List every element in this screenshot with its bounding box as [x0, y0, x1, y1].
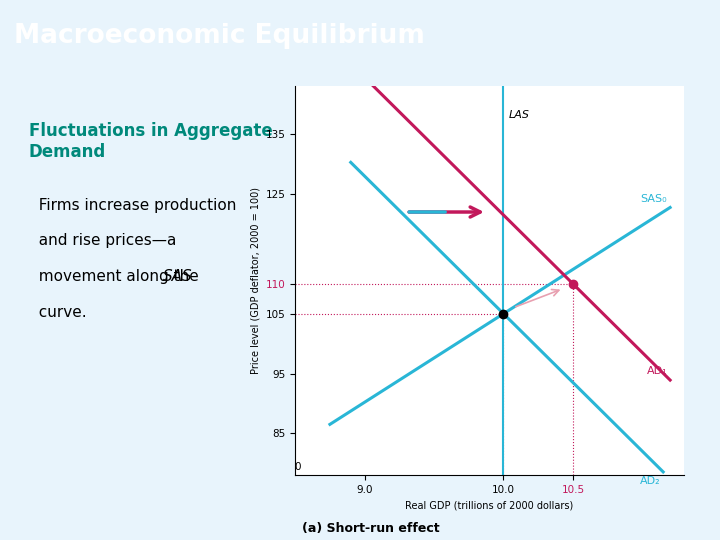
Text: LAS: LAS: [509, 110, 530, 120]
X-axis label: Real GDP (trillions of 2000 dollars): Real GDP (trillions of 2000 dollars): [405, 501, 574, 510]
Text: Fluctuations in Aggregate
Demand: Fluctuations in Aggregate Demand: [29, 122, 273, 160]
Text: (a) Short-run effect: (a) Short-run effect: [302, 522, 440, 535]
Text: SAS: SAS: [163, 269, 192, 284]
Text: Firms increase production: Firms increase production: [29, 198, 236, 213]
Text: AD₂: AD₂: [640, 476, 660, 486]
Text: and rise prices—a: and rise prices—a: [29, 233, 176, 248]
Text: SAS₀: SAS₀: [641, 194, 667, 205]
Y-axis label: Price level (GDP deflator, 2000 = 100): Price level (GDP deflator, 2000 = 100): [250, 187, 260, 374]
Text: Macroeconomic Equilibrium: Macroeconomic Equilibrium: [14, 23, 426, 49]
Text: AD₁: AD₁: [647, 366, 667, 376]
Text: movement along the: movement along the: [29, 269, 204, 284]
Text: 0: 0: [294, 462, 301, 472]
Text: curve.: curve.: [29, 305, 86, 320]
